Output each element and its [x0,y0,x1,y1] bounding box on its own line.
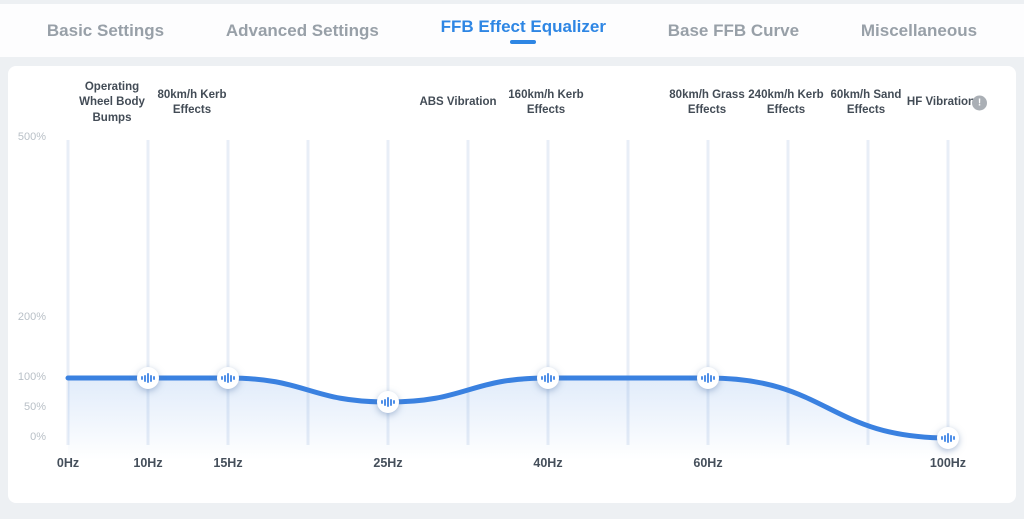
grip-icon [147,373,149,383]
y-tick-50: 50% [23,401,46,413]
grip-icon [707,373,709,383]
band-label-60km-h-sand-effects: 60km/h Sand Effects [824,78,908,128]
grip-icon [153,376,155,380]
grip-icon [713,376,715,380]
band-label-hf-vibration: HF Vibration! [899,78,987,128]
slider-handle-25hz[interactable] [377,391,399,413]
tab-basic-settings[interactable]: Basic Settings [47,4,164,57]
grip-icon [224,374,226,382]
band-label-160km-h-kerb-effects: 160km/h Kerb Effects [504,78,588,128]
tab-label: FFB Effect Equalizer [440,17,606,36]
tab-ffb-effect-equalizer[interactable]: FFB Effect Equalizer [441,4,606,57]
band-label-text: 80km/h Grass Effects [669,88,745,116]
grip-icon [944,434,946,442]
band-label-text: ABS Vibration [419,96,497,109]
grip-icon [547,373,549,383]
tab-miscellaneous[interactable]: Miscellaneous [861,4,977,57]
grip-icon [227,373,229,383]
grip-icon [553,376,555,380]
grip-icon [941,436,943,440]
slider-handle-40hz[interactable] [537,367,559,389]
tab-label: Base FFB Curve [667,20,800,40]
tab-advanced-settings[interactable]: Advanced Settings [226,4,379,57]
band-label-80km-h-grass-effects: 80km/h Grass Effects [665,78,749,128]
slider-handle-100hz[interactable] [937,427,959,449]
grip-icon [390,398,392,406]
grip-icon [233,376,235,380]
grip-icon [384,398,386,406]
settings-tabs: Basic Settings Advanced Settings FFB Effec… [0,4,1024,57]
curve-area-fill [68,378,948,462]
equalizer-curve [65,375,951,441]
grip-icon [947,433,949,443]
tab-label: Basic Settings [46,20,165,40]
grip-icon [953,436,955,440]
grip-icon [541,376,543,380]
band-label-text: HF Vibration [906,96,976,109]
tab-label: Advanced Settings [225,20,379,40]
grip-icon [221,376,223,380]
band-label-text: 240km/h Kerb Effects [748,88,824,116]
grip-icon [550,374,552,382]
tab-base-ffb-curve[interactable]: Base FFB Curve [668,4,799,57]
band-label-text: Operating Wheel Body Bumps [79,81,145,124]
tab-label: Miscellaneous [860,20,978,40]
band-label-text: 80km/h Kerb Effects [157,88,227,116]
grip-icon [710,374,712,382]
grip-icon [544,374,546,382]
grip-icon [150,374,152,382]
band-label-80km-h-kerb-effects: 80km/h Kerb Effects [150,78,234,128]
band-label-text: 160km/h Kerb Effects [508,88,584,116]
grip-icon [230,374,232,382]
y-tick-500: 500% [17,131,46,143]
info-icon[interactable]: ! [972,95,987,111]
y-tick-100: 100% [17,371,46,383]
grip-icon [141,376,143,380]
grip-icon [701,376,703,380]
grip-icon [381,400,383,404]
grip-icon [144,374,146,382]
grip-icon [393,400,395,404]
band-label-operating-wheel-body-bumps: Operating Wheel Body Bumps [70,78,154,128]
band-label-abs-vibration: ABS Vibration [416,78,500,128]
y-tick-200: 200% [17,311,46,323]
slider-handle-60hz[interactable] [697,367,719,389]
y-tick-0: 0% [30,431,46,443]
grip-icon [704,374,706,382]
active-tab-underline [510,40,537,44]
grip-icon [950,434,952,442]
slider-handle-15hz[interactable] [217,367,239,389]
band-label-240km-h-kerb-effects: 240km/h Kerb Effects [744,78,828,128]
slider-handle-10hz[interactable] [137,367,159,389]
band-label-text: 60km/h Sand Effects [830,88,902,116]
grip-icon [387,397,389,407]
